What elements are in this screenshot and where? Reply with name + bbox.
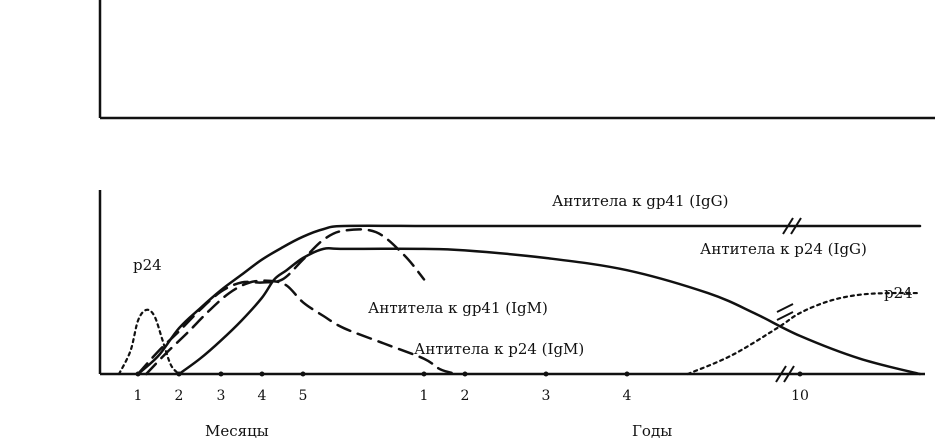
year-tick-10-mark — [797, 371, 803, 377]
bottom-chart: 1 2 3 4 5 1 2 3 4 10 Месяцы Годы p24 Антитела к g… — [98, 190, 925, 440]
month-tick-5: 5 — [299, 388, 308, 404]
series-line-p24-early — [117, 308, 181, 376]
label-p24-igg: Антитела к p24 (IgG) — [700, 240, 867, 258]
month-tick-5-mark — [300, 371, 306, 377]
month-tick-4-mark — [259, 371, 265, 377]
top-chart — [98, 0, 935, 120]
year-tick-4-mark — [624, 371, 630, 377]
label-p24-late: p24 — [884, 284, 913, 302]
month-tick-3: 3 — [217, 388, 226, 404]
label-gp41-igg: Антитела к gp41 (IgG) — [552, 192, 728, 210]
series-layer — [117, 224, 922, 376]
label-p24-igm: Антитела к p24 (IgM) — [414, 340, 584, 358]
year-tick-1: 1 — [420, 388, 429, 404]
label-p24-early: p24 — [133, 256, 162, 274]
month-tick-2-mark — [176, 371, 182, 377]
label-gp41-igm: Антитела к gp41 (IgM) — [368, 299, 548, 317]
series-line-p24-late — [686, 291, 922, 376]
axis-break-marker — [775, 365, 795, 383]
year-tick-1-mark — [421, 371, 427, 377]
year-tick-2-mark — [462, 371, 468, 377]
x-axis-label-months: Месяцы — [205, 422, 269, 440]
curve-break-marker — [776, 303, 794, 321]
tick-layer: 1 2 3 4 5 1 2 3 4 10 — [134, 371, 809, 404]
year-tick-2: 2 — [461, 388, 470, 404]
month-tick-4: 4 — [258, 388, 267, 404]
series-line-p24-igm — [144, 279, 459, 376]
year-tick-10: 10 — [791, 388, 809, 404]
series-line-p24-igg — [177, 246, 922, 376]
x-axis-label-years: Годы — [632, 422, 672, 440]
month-tick-1-mark — [135, 371, 141, 377]
month-tick-3-mark — [218, 371, 224, 377]
month-tick-1: 1 — [134, 388, 143, 404]
year-tick-3-mark — [543, 371, 549, 377]
series-line-gp41-igm — [136, 228, 426, 376]
month-tick-2: 2 — [175, 388, 184, 404]
year-tick-4: 4 — [623, 388, 632, 404]
year-tick-3: 3 — [542, 388, 551, 404]
